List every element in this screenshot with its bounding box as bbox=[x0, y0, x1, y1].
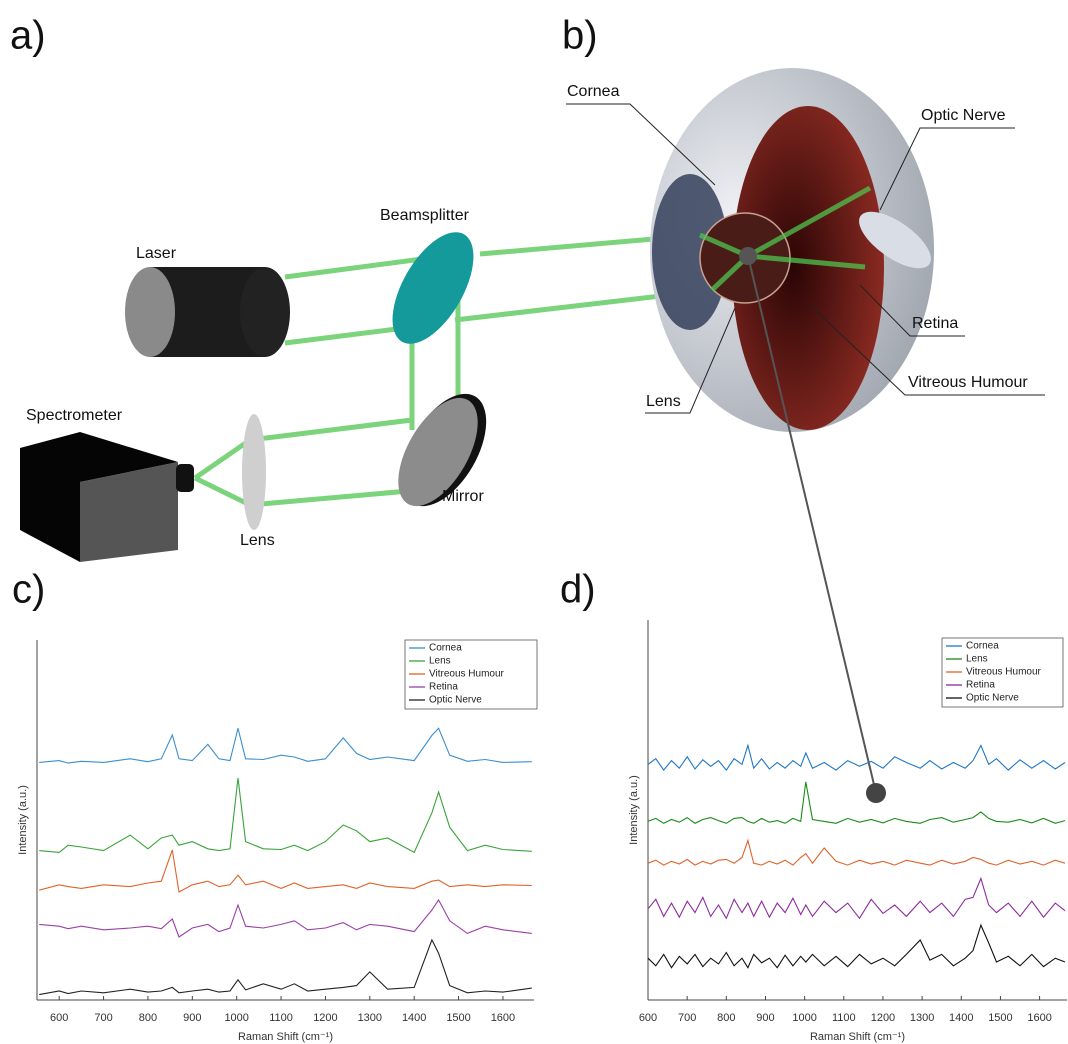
spectrum-line bbox=[648, 745, 1065, 770]
laser-face bbox=[125, 267, 175, 357]
x-tick-label: 800 bbox=[139, 1012, 157, 1024]
legend-label: Lens bbox=[429, 656, 451, 667]
legend-label: Vitreous Humour bbox=[429, 669, 505, 680]
x-tick-label: 1000 bbox=[224, 1012, 248, 1024]
legend-label: Cornea bbox=[429, 643, 462, 654]
legend-label: Retina bbox=[429, 682, 458, 693]
spectrum-line bbox=[39, 900, 532, 937]
x-tick-label: 900 bbox=[756, 1012, 774, 1024]
x-tick-label: 1300 bbox=[910, 1012, 934, 1024]
spectrum-line bbox=[39, 940, 532, 995]
legend-label: Optic Nerve bbox=[966, 693, 1019, 704]
panel-label: b) bbox=[562, 14, 598, 58]
x-tick-label: 800 bbox=[717, 1012, 735, 1024]
x-tick-label: 1100 bbox=[832, 1012, 856, 1024]
x-tick-label: 900 bbox=[183, 1012, 201, 1024]
figure: a) b) Laser Beamsplitter Spectrometer Le… bbox=[0, 0, 1068, 1044]
beamsplitter bbox=[376, 219, 490, 356]
x-tick-label: 600 bbox=[639, 1012, 657, 1024]
x-tick-label: 1200 bbox=[313, 1012, 337, 1024]
spectrum-line bbox=[39, 778, 532, 853]
y-axis-label: Intensity (a.u.) bbox=[17, 785, 29, 855]
x-tick-label: 1500 bbox=[446, 1012, 470, 1024]
lens bbox=[242, 414, 266, 530]
panel-label: c) bbox=[12, 568, 45, 612]
x-tick-label: 600 bbox=[50, 1012, 68, 1024]
x-tick-label: 1300 bbox=[358, 1012, 382, 1024]
label: Lens bbox=[646, 393, 681, 410]
x-tick-label: 1400 bbox=[402, 1012, 426, 1024]
legend-label: Lens bbox=[966, 654, 988, 665]
label: Spectrometer bbox=[26, 407, 123, 424]
spectrum-line bbox=[648, 840, 1065, 865]
spectrum-line bbox=[648, 782, 1065, 823]
x-tick-label: 1100 bbox=[269, 1012, 293, 1024]
spectrum-line bbox=[648, 878, 1065, 918]
x-tick-label: 700 bbox=[678, 1012, 696, 1024]
legend-label: Optic Nerve bbox=[429, 695, 482, 706]
x-tick-label: 1600 bbox=[491, 1012, 515, 1024]
x-tick-label: 1600 bbox=[1027, 1012, 1051, 1024]
spectrum-line bbox=[39, 850, 532, 892]
label: Retina bbox=[912, 315, 958, 332]
label: Optic Nerve bbox=[921, 107, 1006, 124]
focus-point bbox=[866, 783, 886, 803]
panel-label: a) bbox=[10, 14, 46, 58]
legend-label: Vitreous Humour bbox=[966, 667, 1042, 678]
label: Laser bbox=[136, 245, 177, 262]
y-axis-label: Intensity (a.u.) bbox=[628, 775, 640, 845]
label: Beamsplitter bbox=[380, 207, 470, 224]
label: Lens bbox=[240, 532, 275, 549]
setup-diagram: Laser Beamsplitter Spectrometer Lens Mir… bbox=[20, 207, 712, 562]
label: Cornea bbox=[567, 83, 620, 100]
spectrum-line bbox=[39, 728, 532, 763]
x-tick-label: 1500 bbox=[988, 1012, 1012, 1024]
chart: c) 600 700 800 900 1000 1100 1200 1300 1400 1500 16… bbox=[12, 568, 537, 1043]
x-tick-label: 700 bbox=[94, 1012, 112, 1024]
label: Mirror bbox=[442, 488, 484, 505]
x-axis-label: Raman Shift (cm⁻¹) bbox=[810, 1031, 905, 1043]
x-axis-label: Raman Shift (cm⁻¹) bbox=[238, 1031, 333, 1043]
legend-label: Retina bbox=[966, 680, 995, 691]
legend-label: Cornea bbox=[966, 641, 999, 652]
panel-label: d) bbox=[560, 568, 596, 612]
label: Vitreous Humour bbox=[908, 374, 1028, 391]
x-tick-label: 1000 bbox=[792, 1012, 816, 1024]
laser-end bbox=[240, 267, 290, 357]
focus-point bbox=[739, 247, 757, 265]
spectrum-line bbox=[648, 925, 1065, 968]
x-tick-label: 1400 bbox=[949, 1012, 973, 1024]
chart: d) 600 700 800 900 1000 1100 1200 1300 1400 1500 16… bbox=[560, 568, 1067, 1043]
spectrometer-port bbox=[176, 464, 194, 492]
x-tick-label: 1200 bbox=[871, 1012, 895, 1024]
